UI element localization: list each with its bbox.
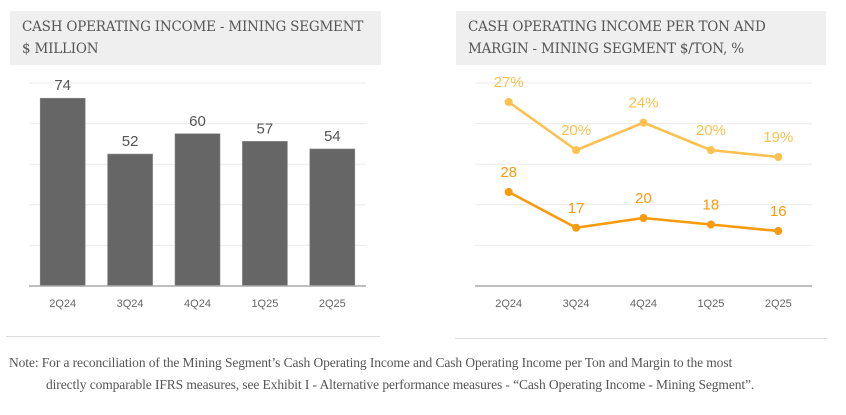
bar-data-label: 74 xyxy=(54,77,71,94)
per-ton-and-margin-line-chart: 2Q24 3Q24 4Q24 1Q25 2Q25 27% 20% 24% 20% 19% 28 17 2… xyxy=(475,74,812,310)
bar-3q24 xyxy=(107,153,153,287)
bar-data-label: 60 xyxy=(189,113,206,130)
left-chart-title: CASH OPERATING INCOME - MINING SEGMENT $… xyxy=(10,11,381,65)
data-point xyxy=(639,118,648,127)
point-data-label: 17 xyxy=(568,200,585,217)
data-point xyxy=(706,146,715,155)
point-data-label: 20% xyxy=(696,122,726,139)
bar-4q24 xyxy=(174,133,221,287)
bar-data-label: 57 xyxy=(257,120,274,137)
data-point xyxy=(774,153,783,161)
x-tick-label: 2Q24 xyxy=(49,298,76,310)
left-panel-divider xyxy=(6,336,380,337)
x-tick-label: 1Q25 xyxy=(697,298,724,310)
footnote-line1: Note: For a reconciliation of the Mining… xyxy=(9,355,733,370)
footnote-line2: directly comparable IFRS measures, see E… xyxy=(46,377,755,392)
point-data-label: 18 xyxy=(703,197,720,214)
point-data-label: 19% xyxy=(763,129,793,146)
point-data-label: 28 xyxy=(500,164,517,181)
x-tick-label: 2Q25 xyxy=(319,298,346,310)
x-tick-label: 4Q24 xyxy=(630,298,657,310)
left-chart-title-line2: $ MILLION xyxy=(22,41,99,57)
data-point xyxy=(504,188,513,196)
data-point xyxy=(774,227,783,235)
bar-2q24 xyxy=(39,97,86,287)
bar-1q25 xyxy=(242,141,288,287)
right-chart-title-line1: CASH OPERATING INCOME PER TON AND xyxy=(468,19,766,35)
x-tick-label: 4Q24 xyxy=(184,298,211,310)
point-data-label: 20% xyxy=(561,122,591,139)
x-tick-label: 3Q24 xyxy=(117,298,144,310)
data-point xyxy=(706,220,715,229)
right-chart-title: CASH OPERATING INCOME PER TON AND MARGIN… xyxy=(456,11,826,65)
data-point xyxy=(504,98,513,106)
x-tick-label: 1Q25 xyxy=(251,298,278,310)
cash-operating-income-bar-chart: 74 2Q24 52 3Q24 60 4Q24 57 1Q25 54 2Q25 xyxy=(29,77,366,310)
point-data-label: 27% xyxy=(494,74,524,91)
data-point xyxy=(639,214,648,222)
bar-data-label: 52 xyxy=(122,133,139,150)
right-panel-divider xyxy=(455,338,827,339)
point-data-label: 20 xyxy=(635,190,652,207)
footnote: Note: For a reconciliation of the Mining… xyxy=(9,352,844,396)
point-data-label: 16 xyxy=(770,203,787,220)
data-point xyxy=(572,146,581,155)
data-point xyxy=(572,223,581,232)
bar-2q25 xyxy=(309,148,356,287)
x-tick-label: 3Q24 xyxy=(563,298,590,310)
right-chart-title-line2: MARGIN - MINING SEGMENT $/TON, % xyxy=(468,41,744,57)
bar-data-label: 54 xyxy=(324,128,341,145)
point-data-label: 24% xyxy=(628,95,658,112)
x-tick-label: 2Q24 xyxy=(495,298,522,310)
x-tick-label: 2Q25 xyxy=(765,298,792,310)
left-chart-title-line1: CASH OPERATING INCOME - MINING SEGMENT xyxy=(22,19,364,35)
